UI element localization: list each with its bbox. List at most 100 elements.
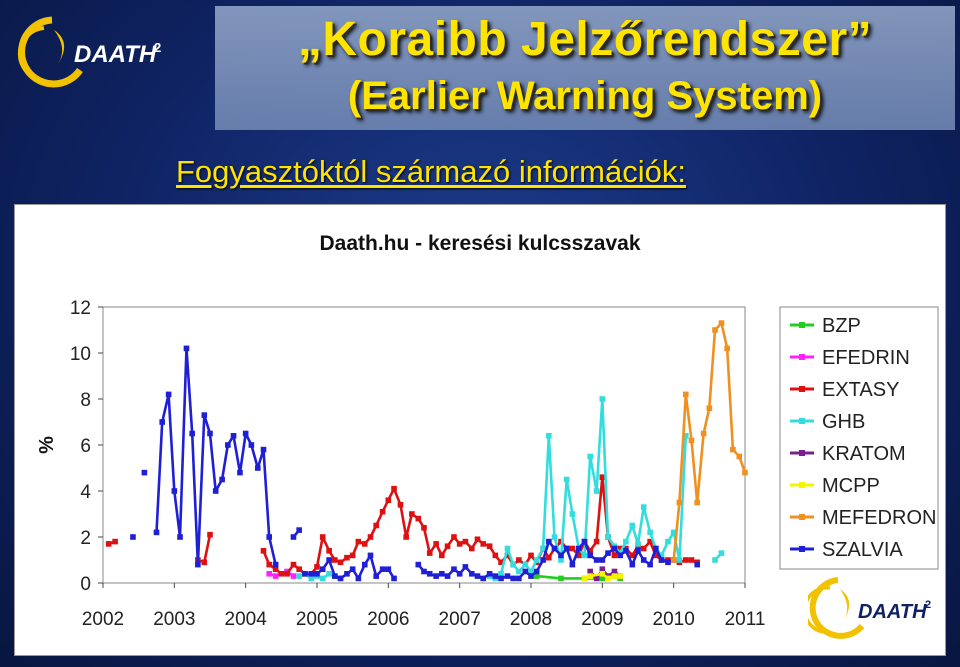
data-point bbox=[551, 534, 558, 540]
data-point bbox=[361, 541, 368, 547]
data-point bbox=[344, 571, 350, 577]
data-point bbox=[456, 541, 463, 547]
data-point bbox=[599, 474, 606, 480]
data-point bbox=[587, 453, 594, 460]
data-point bbox=[581, 552, 588, 559]
data-point bbox=[546, 538, 552, 545]
data-point bbox=[444, 573, 451, 579]
data-point bbox=[558, 557, 564, 563]
data-point bbox=[611, 573, 618, 579]
data-point bbox=[587, 548, 594, 554]
data-point bbox=[296, 566, 302, 572]
data-point bbox=[647, 561, 653, 568]
data-point bbox=[159, 419, 166, 425]
data-point bbox=[640, 557, 647, 563]
data-point bbox=[468, 571, 475, 577]
data-point bbox=[516, 575, 522, 582]
chart-frame: Daath.hu - keresési kulcsszavak 0 2 4 6 8 10 12… bbox=[14, 204, 946, 656]
data-point bbox=[326, 571, 332, 577]
data-point bbox=[617, 573, 623, 579]
data-point bbox=[219, 476, 225, 483]
data-point bbox=[546, 433, 552, 439]
data-point bbox=[439, 552, 445, 559]
data-point bbox=[640, 545, 647, 552]
data-point bbox=[498, 575, 504, 582]
data-point bbox=[409, 511, 415, 517]
data-point bbox=[688, 557, 695, 563]
logo-ring-icon bbox=[808, 577, 865, 639]
data-point bbox=[486, 571, 493, 577]
data-point bbox=[593, 488, 600, 494]
data-point bbox=[682, 391, 689, 398]
data-point bbox=[581, 538, 588, 545]
data-point bbox=[724, 345, 730, 352]
data-point bbox=[308, 571, 315, 577]
data-point bbox=[712, 557, 718, 563]
data-point bbox=[533, 557, 540, 563]
legend-swatch-marker bbox=[799, 418, 805, 424]
data-point bbox=[183, 345, 190, 352]
data-point bbox=[635, 548, 641, 554]
data-point bbox=[569, 545, 576, 552]
data-point bbox=[575, 545, 582, 552]
data-point bbox=[141, 469, 148, 476]
data-point bbox=[349, 566, 356, 572]
data-point bbox=[551, 545, 558, 552]
data-point bbox=[237, 469, 243, 476]
daath-logo-bottom: DAATH 2 bbox=[808, 577, 931, 639]
data-point bbox=[319, 566, 326, 572]
data-point bbox=[433, 573, 439, 579]
data-point bbox=[480, 575, 487, 582]
data-point bbox=[658, 557, 665, 563]
data-point bbox=[290, 573, 297, 579]
y-tick-label: 0 bbox=[80, 574, 91, 595]
data-point bbox=[361, 561, 368, 568]
data-point bbox=[742, 469, 748, 476]
data-point bbox=[629, 561, 636, 568]
data-point bbox=[272, 573, 279, 579]
data-point bbox=[665, 538, 671, 545]
data-point bbox=[617, 545, 623, 552]
data-point bbox=[302, 571, 308, 577]
data-point bbox=[462, 538, 469, 545]
series-extasy bbox=[105, 474, 701, 577]
data-point bbox=[670, 529, 677, 536]
chart-title: Daath.hu - keresési kulcsszavak bbox=[319, 232, 640, 255]
data-point bbox=[260, 548, 267, 554]
series-line bbox=[304, 554, 396, 580]
data-point bbox=[462, 564, 469, 570]
data-point bbox=[254, 465, 261, 471]
data-point bbox=[629, 552, 636, 559]
data-point bbox=[575, 552, 582, 559]
data-point bbox=[563, 545, 570, 552]
data-point bbox=[189, 430, 195, 437]
data-point bbox=[355, 538, 362, 545]
data-point bbox=[242, 430, 249, 437]
data-point bbox=[337, 559, 344, 566]
data-point bbox=[296, 527, 302, 533]
data-point bbox=[171, 488, 178, 494]
data-point bbox=[314, 571, 320, 577]
slide-title: „Koraibb Jelzőrendszer” bbox=[297, 13, 873, 66]
data-point bbox=[486, 543, 493, 549]
y-tick-label: 10 bbox=[70, 344, 91, 365]
data-point bbox=[528, 568, 534, 575]
data-point bbox=[272, 566, 279, 572]
y-tick-label: 2 bbox=[80, 528, 91, 549]
data-point bbox=[504, 552, 511, 559]
data-point bbox=[290, 561, 297, 568]
data-point bbox=[516, 557, 522, 563]
data-point bbox=[653, 545, 659, 552]
data-point bbox=[533, 568, 540, 575]
data-point bbox=[349, 552, 356, 559]
data-point bbox=[319, 575, 326, 582]
series-line bbox=[489, 397, 688, 580]
slide-title-english: (Earlier Warning System) bbox=[347, 74, 823, 118]
data-point bbox=[468, 545, 475, 552]
data-point bbox=[712, 327, 718, 333]
data-point bbox=[326, 557, 332, 563]
data-point bbox=[105, 541, 112, 547]
data-point bbox=[367, 534, 374, 540]
data-point bbox=[212, 488, 219, 494]
data-point bbox=[617, 552, 623, 559]
